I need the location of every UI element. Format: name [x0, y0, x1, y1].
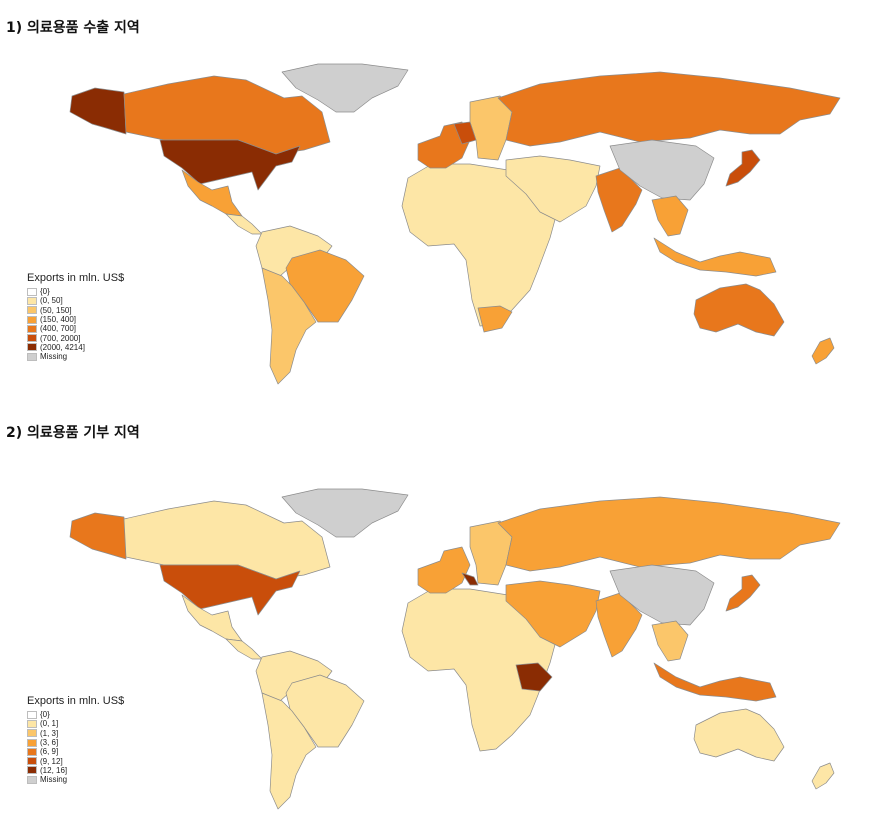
legend-item: (1, 3]	[27, 729, 124, 738]
legend-label: Missing	[40, 352, 68, 362]
region-south-america-south	[261, 267, 317, 385]
legend-label: (400, 700]	[40, 324, 77, 334]
region-alaska	[69, 512, 127, 560]
map-legend: Exports in mln. US$ {0} (0, 50] (50, 150](…	[27, 272, 124, 361]
legend-label: (0, 50]	[40, 296, 63, 306]
region-indonesia	[653, 662, 777, 702]
legend-item: (400, 700]	[27, 324, 124, 333]
region-middle-east	[505, 155, 601, 223]
legend-swatch	[27, 747, 37, 756]
region-china	[609, 139, 715, 201]
region-indonesia	[653, 237, 777, 277]
region-southeast-asia	[651, 195, 689, 237]
legend-swatch	[27, 287, 37, 296]
world-map	[69, 488, 841, 810]
legend-item: Missing	[27, 775, 124, 784]
map-regions	[69, 488, 841, 810]
legend-swatch	[27, 729, 37, 738]
region-alaska	[69, 87, 127, 135]
legend-swatch	[27, 710, 37, 719]
legend-swatch	[27, 775, 37, 784]
region-greenland	[281, 63, 409, 113]
legend-item: {0}	[27, 710, 124, 719]
region-usa	[159, 564, 301, 616]
legend-item: (9, 12]	[27, 756, 124, 766]
region-central-america	[225, 213, 263, 235]
region-japan	[725, 149, 761, 187]
region-southeast-asia	[651, 620, 689, 662]
legend-label: (3, 6]	[40, 738, 59, 748]
legend-label: (150, 400]	[40, 315, 77, 325]
region-western-europe	[417, 121, 471, 169]
region-russia	[497, 71, 841, 147]
region-new-zealand	[811, 762, 835, 790]
legend-label: {0}	[40, 710, 50, 720]
region-south-africa	[477, 305, 513, 333]
legend-label: (1, 3]	[40, 728, 59, 738]
legend-item: Missing	[27, 352, 124, 361]
region-italy	[461, 572, 479, 586]
legend-label: (6, 9]	[40, 747, 59, 757]
legend-title: Exports in mln. US$	[27, 695, 125, 707]
legend-item: (12, 16]	[27, 766, 124, 775]
legend-label: Missing	[40, 775, 68, 785]
legend-swatch	[27, 343, 37, 352]
legend-swatch	[27, 738, 37, 747]
legend-label: (9, 12]	[40, 756, 63, 766]
legend-swatch	[27, 296, 37, 305]
region-germany	[453, 121, 477, 145]
legend-item: (50, 150]	[27, 306, 124, 315]
map-regions	[69, 63, 841, 385]
legend-item: (6, 9]	[27, 747, 124, 756]
legend-label: {0}	[40, 287, 50, 297]
export-map-panel: 1) 의료용품 수출 지역 Exports in mln. US$ {0} (0,…	[0, 0, 887, 405]
legend-item: (150, 400]	[27, 315, 124, 324]
region-japan	[725, 574, 761, 612]
legend-item: {0}	[27, 287, 124, 296]
legend-swatch	[27, 334, 37, 343]
region-russia	[497, 496, 841, 572]
legend-label: (0, 1]	[40, 719, 59, 729]
panel-title: 1) 의료용품 수출 지역	[6, 20, 140, 36]
panel-title: 2) 의료용품 기부 지역	[6, 425, 140, 441]
legend-swatch	[27, 766, 37, 775]
region-central-america	[225, 638, 263, 660]
legend-swatch	[27, 306, 37, 315]
world-map	[69, 63, 841, 385]
legend-item: (2000, 4214]	[27, 343, 124, 352]
region-australia	[693, 283, 785, 337]
legend-label: (2000, 4214]	[40, 342, 85, 352]
region-south-america-south	[261, 692, 317, 810]
legend-label: (50, 150]	[40, 305, 72, 315]
legend-item: (700, 2000]	[27, 333, 124, 343]
region-usa	[159, 139, 301, 191]
map-legend: Exports in mln. US$ {0} (0, 1] (1, 3] (3, 6…	[27, 695, 124, 784]
region-western-europe	[417, 546, 471, 594]
legend-item: (0, 1]	[27, 719, 124, 728]
legend-swatch	[27, 315, 37, 324]
region-ethiopia	[515, 662, 553, 692]
legend-swatch	[27, 757, 37, 766]
region-middle-east	[505, 580, 601, 648]
region-new-zealand	[811, 337, 835, 365]
legend-label: (12, 16]	[40, 765, 68, 775]
legend-swatch	[27, 324, 37, 333]
legend-label: (700, 2000]	[40, 333, 81, 343]
legend-item: (3, 6]	[27, 738, 124, 747]
legend-item: (0, 50]	[27, 296, 124, 305]
legend-items: {0} (0, 1] (1, 3] (3, 6] (6, 9] (9, 12] (12, 1…	[27, 710, 124, 784]
region-china	[609, 564, 715, 626]
region-greenland	[281, 488, 409, 538]
donation-map-panel: 2) 의료용품 기부 지역 Exports in mln. US$ {0} (0,…	[0, 405, 887, 813]
legend-swatch	[27, 719, 37, 728]
legend-swatch	[27, 352, 37, 361]
legend-items: {0} (0, 50] (50, 150] (150, 400] (400, 700](…	[27, 287, 124, 361]
legend-title: Exports in mln. US$	[27, 272, 125, 284]
region-australia	[693, 708, 785, 762]
